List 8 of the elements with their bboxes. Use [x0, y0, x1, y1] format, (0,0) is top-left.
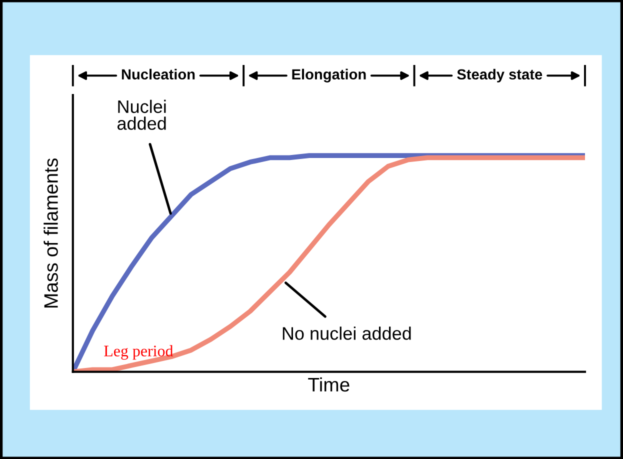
y-axis-title: Mass of filaments [44, 158, 58, 308]
text: Elongation [292, 68, 366, 82]
text: Nuclei added [117, 100, 166, 130]
annotation: Leg period [104, 345, 174, 360]
series-label: No nuclei added [282, 326, 411, 340]
x-axis-title: Time [308, 377, 350, 392]
text: Steady state [457, 68, 542, 82]
text: Nucleation [122, 68, 195, 80]
